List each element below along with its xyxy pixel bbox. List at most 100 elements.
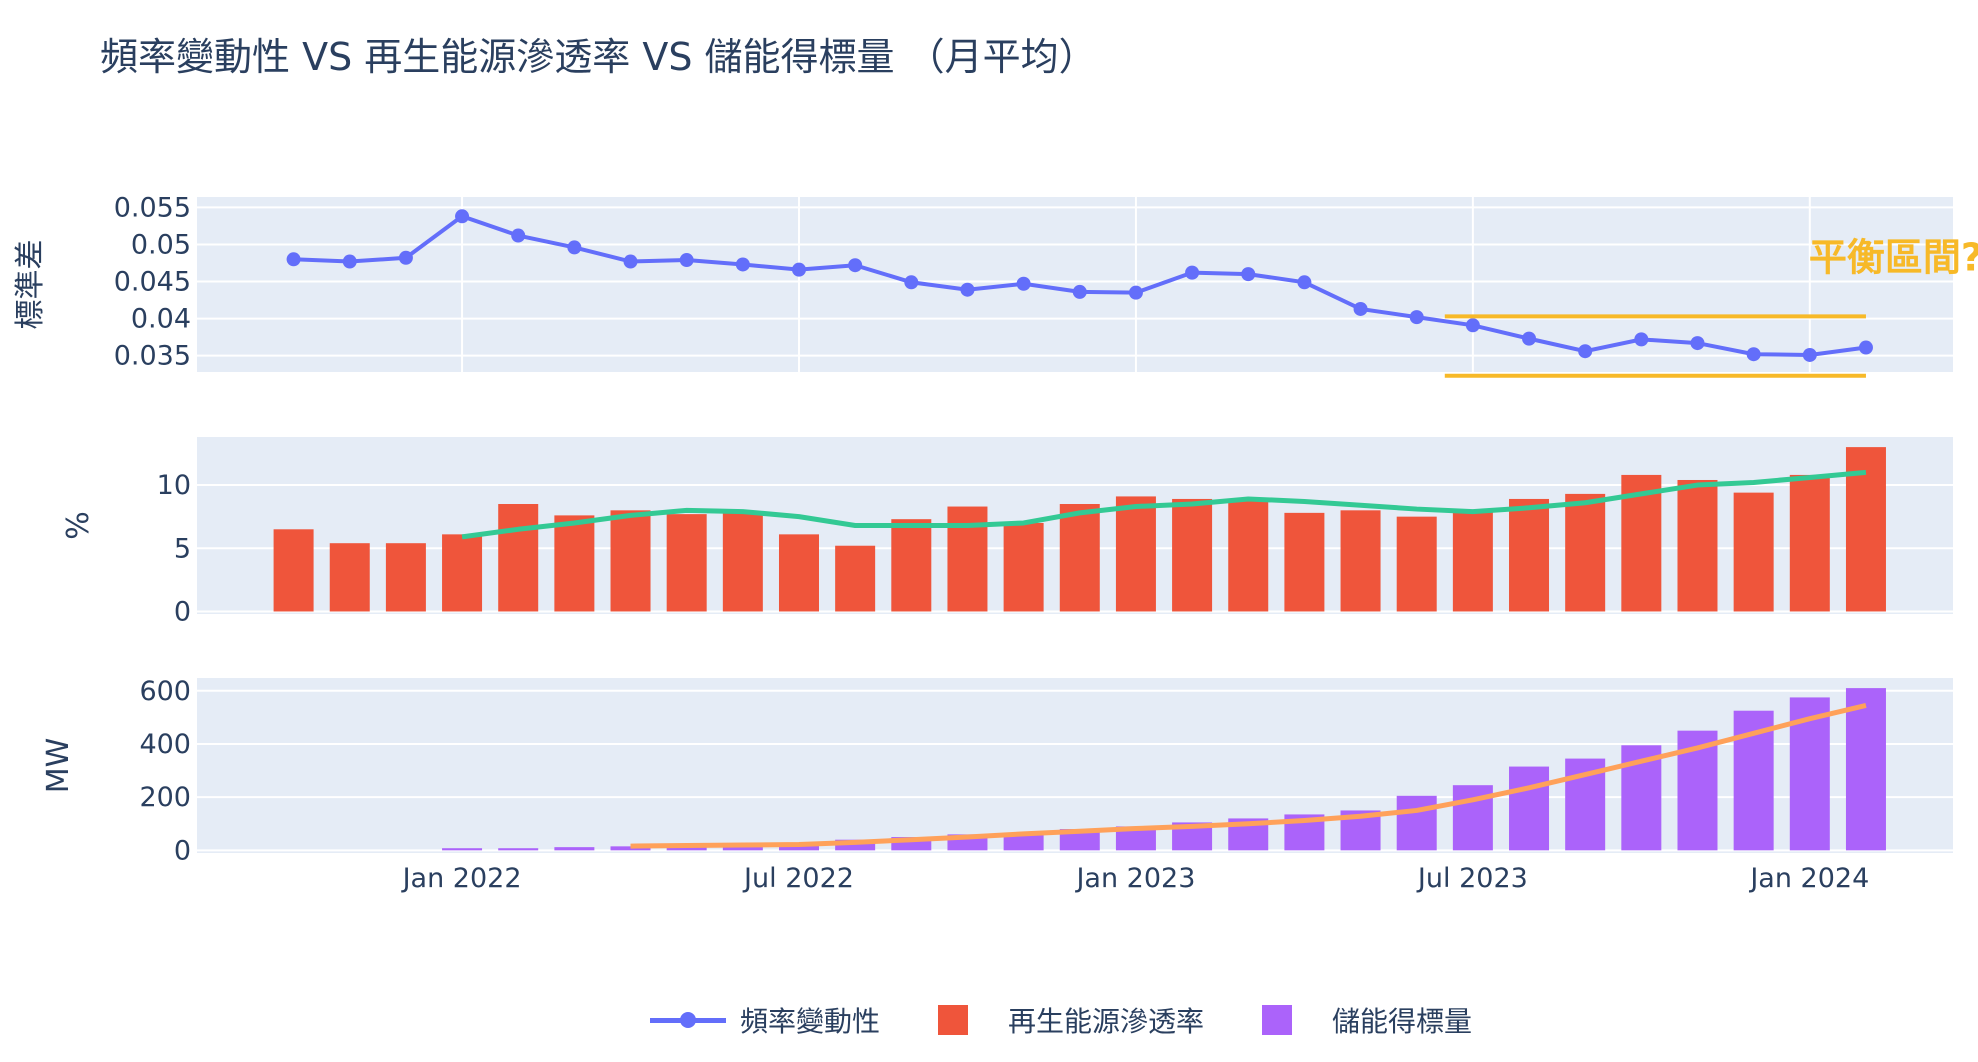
renewable-bar <box>1059 504 1100 612</box>
y-tick-label: 0.055 <box>114 192 191 223</box>
y-tick-label: 0 <box>174 835 191 866</box>
frequency-point <box>455 209 470 224</box>
storage-bar <box>1509 766 1550 851</box>
renewable-bar <box>947 506 988 612</box>
frequency-point <box>286 252 301 267</box>
renewable-bar <box>1452 511 1493 612</box>
storage-bar <box>610 846 651 851</box>
storage-bar <box>1115 826 1156 851</box>
renewable-bar <box>1340 510 1381 612</box>
storage-bar <box>1396 795 1437 851</box>
renewable-bar <box>1172 498 1213 612</box>
legend-label: 再生能源滲透率 <box>1008 1005 1205 1038</box>
renewable-bar <box>778 534 819 612</box>
renewable-bar <box>554 515 595 612</box>
frequency-point <box>567 240 582 255</box>
y-axis-title: % <box>61 511 96 540</box>
frequency-point <box>1185 265 1200 280</box>
renewable-bar <box>1789 474 1830 612</box>
legend-square-icon <box>1262 1005 1293 1035</box>
renewable-bar <box>1733 492 1774 612</box>
frequency-point <box>1522 331 1537 346</box>
frequency-point <box>398 250 413 265</box>
frequency-point <box>679 253 694 268</box>
renewable-bar <box>385 543 426 612</box>
x-tick-label: Jan 2022 <box>401 863 522 894</box>
y-tick-label: 0.04 <box>131 304 191 335</box>
frequency-point <box>960 282 975 297</box>
y-tick-label: 0.035 <box>114 341 191 372</box>
storage-trend-line <box>630 702 1867 849</box>
frequency-point <box>1353 301 1368 316</box>
frequency-point <box>1578 344 1593 359</box>
storage-bar <box>498 848 539 851</box>
frequency-point <box>511 228 526 243</box>
frequency-point <box>1409 310 1424 325</box>
frequency-point <box>1128 285 1143 300</box>
frequency-point <box>1746 347 1761 362</box>
legend-square-icon <box>938 1005 969 1035</box>
y-tick-label: 0.045 <box>114 267 191 298</box>
storage-bar <box>722 846 763 851</box>
y-tick-label: 5 <box>174 533 191 564</box>
legend-item-renewable[interactable]: 再生能源滲透率 <box>930 1000 1204 1040</box>
legend-line-marker-icon <box>650 1011 726 1028</box>
frequency-point <box>1802 347 1817 362</box>
annotation-text: 平衡區間? <box>1809 235 1978 279</box>
y-axis-title: 標準差 <box>13 240 48 330</box>
y-axis-title: MW <box>41 738 76 794</box>
renewable-bar <box>666 514 707 612</box>
plot-background <box>197 197 1953 372</box>
y-tick-label: 200 <box>139 782 191 813</box>
legend-item-storage[interactable]: 儲能得標量 <box>1254 1000 1472 1040</box>
legend-label: 儲能得標量 <box>1332 1005 1473 1038</box>
renewable-bar <box>1565 493 1606 612</box>
frequency-point <box>1690 336 1705 351</box>
renewable-bar <box>329 543 370 612</box>
storage-bar <box>778 845 819 851</box>
renewable-bar <box>1396 516 1437 612</box>
renewable-bar <box>1115 496 1156 612</box>
renewable-bar <box>1509 498 1550 612</box>
storage-bar <box>1845 688 1886 851</box>
x-tick-label: Jul 2022 <box>742 863 854 894</box>
storage-bar <box>554 847 595 851</box>
renewable-bar <box>498 504 539 612</box>
x-tick-label: Jan 2023 <box>1074 863 1195 894</box>
chart-title: 頻率變動性 VS 再生能源滲透率 VS 儲能得標量 （月平均） <box>100 35 1097 79</box>
frequency-point <box>1858 340 1873 355</box>
frequency-point <box>1465 318 1480 333</box>
y-tick-label: 0.05 <box>131 229 191 260</box>
frequency-point <box>1241 267 1256 282</box>
storage-bar <box>1003 833 1044 851</box>
renewable-bar <box>273 529 314 612</box>
renewable-trend-line <box>461 469 1867 540</box>
frequency-point <box>848 258 863 273</box>
renewable-bar <box>1677 479 1718 612</box>
renewable-bar <box>610 510 651 612</box>
frequency-point <box>791 262 806 277</box>
frequency-point <box>735 257 750 272</box>
storage-bar <box>442 848 483 851</box>
x-tick-label: Jan 2024 <box>1748 863 1869 894</box>
frequency-point <box>904 275 919 290</box>
frequency-point <box>342 254 357 269</box>
renewable-bar <box>722 512 763 612</box>
legend-label: 頻率變動性 <box>740 1005 881 1038</box>
y-tick-label: 400 <box>139 729 191 760</box>
storage-bar <box>835 839 876 851</box>
frequency-point <box>1016 276 1031 291</box>
legend: 頻率變動性 再生能源滲透率 儲能得標量 <box>650 1000 1522 1040</box>
frequency-point <box>1072 284 1087 299</box>
renewable-bar <box>891 519 932 612</box>
renewable-bar <box>1284 512 1325 612</box>
renewable-bar <box>1003 522 1044 612</box>
y-tick-label: 10 <box>157 470 191 501</box>
legend-item-frequency[interactable]: 頻率變動性 <box>650 1000 880 1040</box>
storage-bar <box>1059 829 1100 851</box>
x-tick-label: Jul 2023 <box>1416 863 1528 894</box>
storage-bar <box>666 846 707 851</box>
y-tick-label: 600 <box>139 676 191 707</box>
frequency-point <box>1297 275 1312 290</box>
